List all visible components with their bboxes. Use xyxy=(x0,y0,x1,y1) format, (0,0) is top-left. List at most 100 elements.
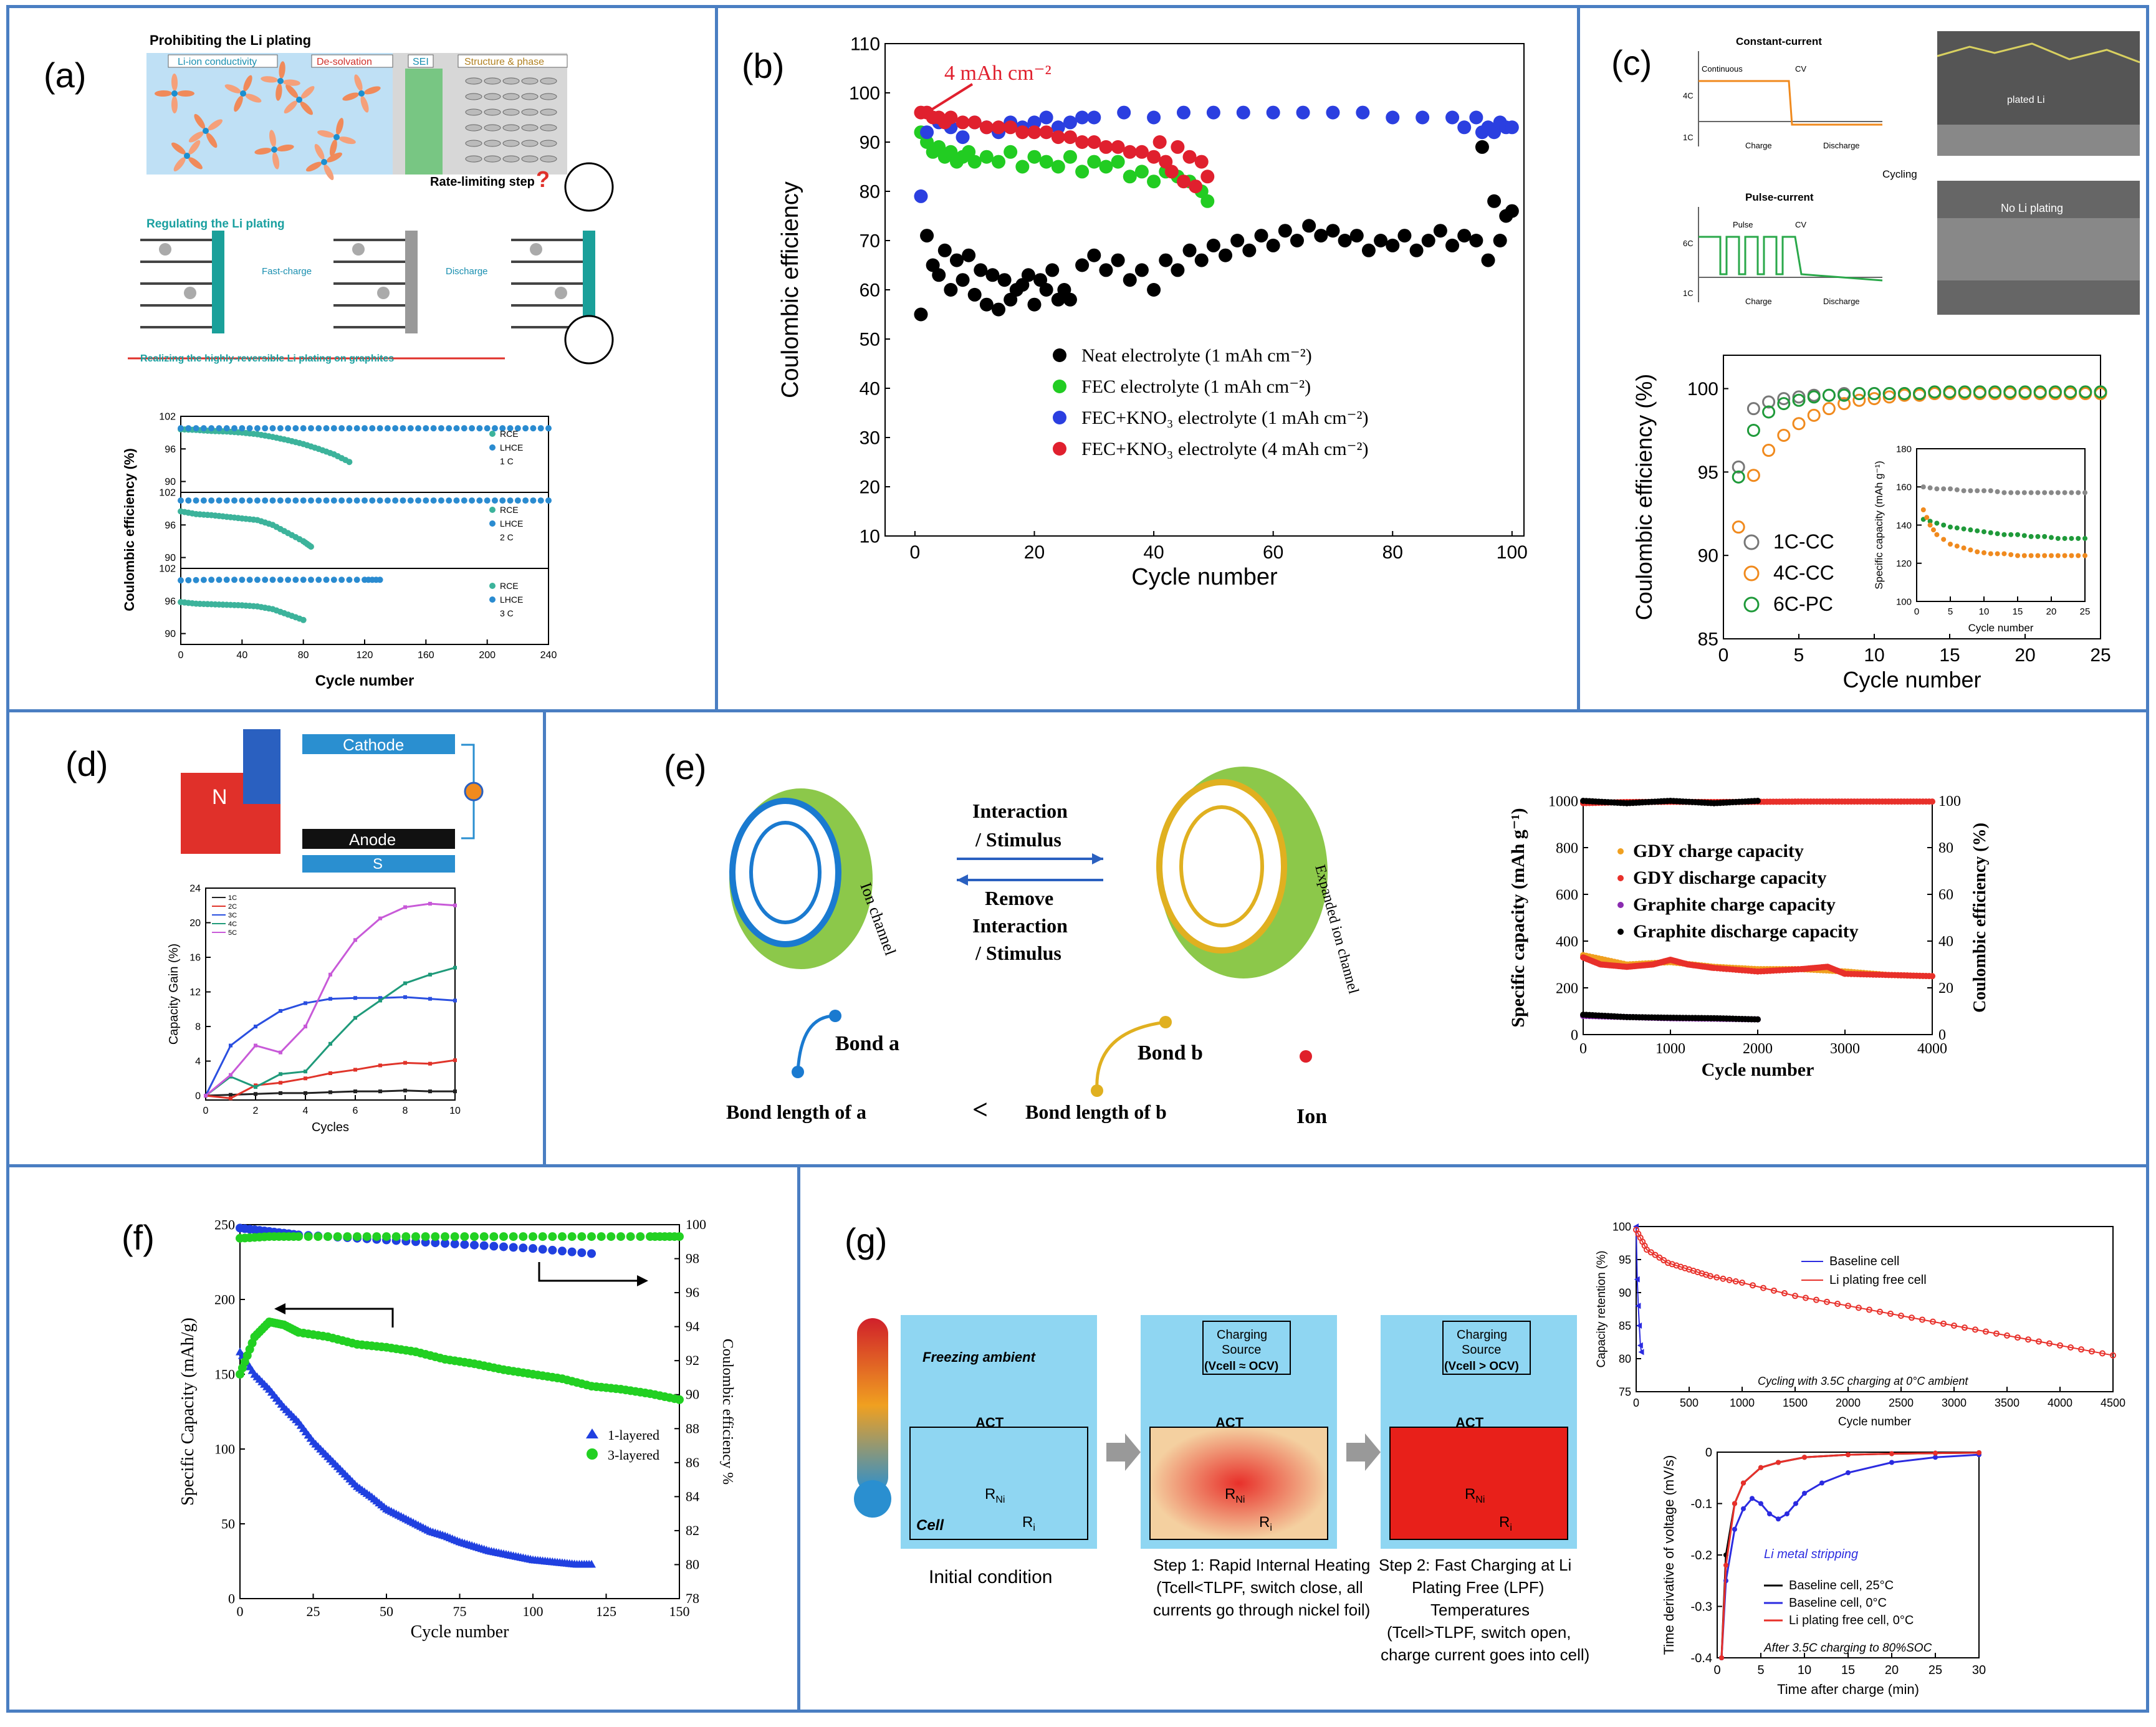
data-point xyxy=(262,425,269,432)
data-point xyxy=(1968,527,1973,533)
data-point xyxy=(453,497,460,504)
data-point xyxy=(558,1246,567,1256)
a1-ytick-label: 102 xyxy=(159,488,176,499)
g-top-xtick-label: 4000 xyxy=(2048,1397,2072,1409)
g-top-point xyxy=(1781,1290,1788,1297)
c-inset-xtick-label: 15 xyxy=(2013,606,2023,617)
data-point xyxy=(484,497,491,504)
a-graphite-flake xyxy=(502,140,520,147)
data-point xyxy=(529,1232,537,1241)
data-point xyxy=(382,1232,391,1241)
c-cv-1: CV xyxy=(1795,64,1806,74)
g-top-plot-frame xyxy=(1636,1226,2114,1392)
e-xtick-label: 1000 xyxy=(1655,1041,1685,1057)
a-li-ion xyxy=(184,153,190,159)
b-ytick-label: 70 xyxy=(860,231,880,252)
a2-xtick-label: 240 xyxy=(540,650,557,661)
a-sei-layer xyxy=(405,69,443,175)
a-solvent-molecule xyxy=(275,83,282,101)
d-data-point xyxy=(229,1093,232,1097)
data-point xyxy=(338,425,345,432)
data-point xyxy=(461,497,467,504)
a-solvent-molecule xyxy=(360,95,369,113)
data-point xyxy=(1021,268,1035,282)
data-point xyxy=(1934,520,1940,526)
data-point xyxy=(1326,224,1340,238)
svg-text:1C: 1C xyxy=(1683,289,1694,298)
data-point xyxy=(1176,105,1191,120)
data-point xyxy=(920,125,934,140)
g-top-point xyxy=(1919,1316,1925,1323)
g-top-point xyxy=(2046,1340,2053,1347)
a1-plot-frame xyxy=(180,492,549,569)
data-point xyxy=(979,120,994,135)
g-top-point xyxy=(1951,1323,1957,1329)
g-top-point xyxy=(2078,1346,2084,1353)
data-point xyxy=(369,425,376,432)
data-point xyxy=(2048,385,2062,399)
data-point xyxy=(300,616,307,623)
data-point xyxy=(1057,283,1071,297)
data-point xyxy=(193,576,199,583)
chart-f: 0 25 50 75 100 125 150 0 50 100 150 200 250 Cycle num… xyxy=(178,1217,735,1642)
a-li-ion xyxy=(240,90,246,97)
c-xtick-label: 15 xyxy=(1939,645,1960,666)
data-point xyxy=(1948,486,1953,492)
data-point xyxy=(1075,110,1090,125)
data-point xyxy=(1123,145,1137,159)
g-bottom-xtick-label: 15 xyxy=(1841,1663,1855,1677)
a-graphite-flake xyxy=(521,155,539,163)
data-point xyxy=(1147,150,1161,164)
d-xtick-label: 4 xyxy=(303,1106,309,1116)
data-point xyxy=(1981,529,1986,535)
e-y2tick-label: 40 xyxy=(1938,934,1953,950)
data-point xyxy=(1051,160,1065,174)
data-point xyxy=(2028,533,2034,539)
a-solvent-molecule xyxy=(261,76,279,83)
data-point xyxy=(1792,417,1806,431)
data-point xyxy=(307,497,314,504)
data-point xyxy=(1807,408,1821,422)
e-ytick-label: 600 xyxy=(1556,887,1578,903)
data-point xyxy=(431,1238,440,1248)
a-step-4: Structure & phase xyxy=(464,57,544,67)
data-point xyxy=(499,1232,508,1241)
data-point xyxy=(1995,489,2000,494)
g-vcell-2: (Vcell > OCV) xyxy=(1444,1360,1519,1373)
data-point xyxy=(323,1232,332,1241)
data-point xyxy=(323,425,330,432)
a-legend-lhce: LHCE xyxy=(500,443,523,452)
data-point xyxy=(353,576,360,583)
a-graphite-flake xyxy=(465,155,482,163)
g-cell-1 xyxy=(909,1427,1088,1540)
e-ytick-label: 0 xyxy=(1571,1027,1578,1043)
a-li-sphere xyxy=(184,287,196,299)
d-data-point xyxy=(304,1069,307,1074)
e-bond-a: Bond a xyxy=(835,1032,899,1055)
data-point xyxy=(1039,125,1053,140)
f-y2tick-label: 90 xyxy=(686,1387,699,1402)
data-point xyxy=(1386,238,1400,252)
data-point xyxy=(962,248,976,262)
data-point xyxy=(277,425,284,432)
e-legend-marker xyxy=(1617,902,1624,908)
d-data-point xyxy=(378,1063,382,1068)
g-bottom-li-metal: Li metal stripping xyxy=(1764,1548,1858,1561)
panel-b xyxy=(715,5,1580,712)
data-point xyxy=(407,425,414,432)
data-point xyxy=(1852,387,1866,401)
c-continuous: Continuous xyxy=(1702,64,1743,74)
d-data-point xyxy=(428,972,432,977)
data-point xyxy=(446,497,453,504)
e-ytick-label: 1000 xyxy=(1548,793,1578,810)
data-point xyxy=(1897,387,1911,401)
a-solvent-molecule xyxy=(206,133,218,148)
a-graphite-flake xyxy=(540,155,557,163)
e-ytick-label: 800 xyxy=(1556,840,1578,856)
data-point xyxy=(450,1232,459,1241)
data-point xyxy=(372,1232,381,1241)
e-xtick-label: 0 xyxy=(1579,1041,1587,1057)
data-point xyxy=(330,497,337,504)
